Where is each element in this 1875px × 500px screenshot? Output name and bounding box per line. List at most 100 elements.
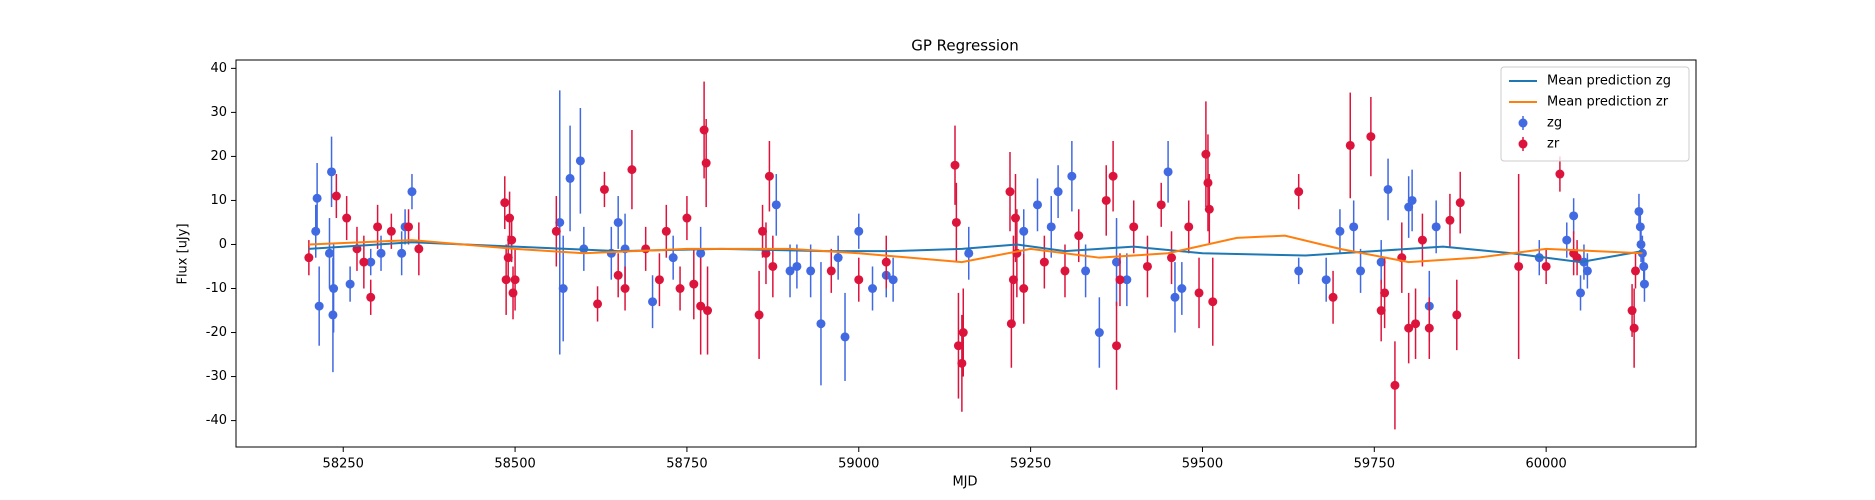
data-point [1321, 275, 1331, 285]
data-point [1404, 202, 1414, 212]
data-point [1431, 222, 1441, 232]
data-point [958, 328, 968, 338]
data-point [1010, 213, 1020, 223]
data-point [701, 158, 711, 168]
y-tick-label: -20 [206, 325, 227, 340]
data-point [833, 253, 843, 263]
y-tick-label: 0 [219, 237, 227, 252]
data-point [1380, 288, 1390, 298]
data-point [1201, 149, 1211, 159]
data-point [1129, 222, 1139, 232]
data-point [682, 213, 692, 223]
data-point [366, 257, 376, 267]
data-point [1203, 178, 1213, 188]
data-point [689, 279, 699, 289]
data-point [964, 248, 974, 258]
data-point [1417, 235, 1427, 245]
data-point [754, 310, 764, 320]
data-point [1074, 231, 1084, 241]
x-tick-label: 60000 [1525, 457, 1566, 472]
data-point [792, 261, 802, 271]
data-point [304, 253, 314, 263]
data-point [311, 226, 321, 236]
data-point [386, 226, 396, 236]
data-point [1006, 319, 1016, 329]
data-point [1411, 319, 1421, 329]
data-point [771, 200, 781, 210]
data-point [397, 248, 407, 258]
plot-frame [235, 59, 1697, 448]
data-point [1424, 323, 1434, 333]
data-point [407, 187, 417, 197]
data-point [675, 284, 685, 294]
data-point [324, 248, 334, 258]
data-point [1019, 226, 1029, 236]
legend-swatch [1518, 118, 1528, 128]
x-tick-label: 58500 [494, 457, 535, 472]
data-point [881, 257, 891, 267]
data-point [1167, 253, 1177, 263]
data-point [648, 297, 658, 307]
data-point [328, 310, 338, 320]
data-point [1108, 171, 1118, 181]
data-point [1094, 328, 1104, 338]
data-point [1514, 261, 1524, 271]
data-point [1390, 380, 1400, 390]
y-tick-label: -30 [206, 369, 227, 384]
data-point [761, 248, 771, 258]
data-point [376, 248, 386, 258]
data-point [1555, 169, 1565, 179]
data-point [768, 261, 778, 271]
data-point [312, 193, 322, 203]
data-point [1184, 222, 1194, 232]
data-point [1294, 266, 1304, 276]
data-point [1639, 261, 1649, 271]
data-point [950, 160, 960, 170]
data-point [1328, 292, 1338, 302]
data-point [868, 284, 878, 294]
data-point [503, 253, 513, 263]
data-point [1572, 253, 1582, 263]
data-point [696, 301, 706, 311]
data-point [593, 299, 603, 309]
legend-label: Mean prediction zr [1547, 95, 1669, 110]
y-tick-label: 20 [210, 149, 227, 164]
data-point [696, 248, 706, 258]
data-point [703, 306, 713, 316]
data-point [654, 275, 664, 285]
legend-swatch [1518, 139, 1528, 149]
data-point [1562, 235, 1572, 245]
data-point [404, 222, 414, 232]
data-point [764, 171, 774, 181]
data-point [1345, 140, 1355, 150]
data-point [1067, 171, 1077, 181]
data-point [1635, 222, 1645, 232]
data-point [1376, 257, 1386, 267]
x-tick-label: 59750 [1354, 457, 1395, 472]
data-point [1349, 222, 1359, 232]
data-point [1627, 306, 1637, 316]
data-point [627, 165, 637, 175]
data-point [785, 266, 795, 276]
data-point [1032, 200, 1042, 210]
data-point [888, 275, 898, 285]
data-point [1101, 195, 1111, 205]
data-point [1046, 222, 1056, 232]
legend-label: zg [1547, 116, 1562, 131]
data-point [505, 213, 515, 223]
data-point [1170, 292, 1180, 302]
data-point [501, 275, 511, 285]
data-point [1366, 132, 1376, 142]
data-point [575, 156, 585, 166]
data-point [953, 341, 963, 351]
data-point [1576, 288, 1586, 298]
data-point [1634, 206, 1644, 216]
data-point [1019, 284, 1029, 294]
data-point [510, 275, 520, 285]
chart-title: GP Regression [911, 37, 1018, 55]
data-point [1569, 211, 1579, 221]
data-point [508, 288, 518, 298]
data-point [1452, 310, 1462, 320]
data-point [1383, 184, 1393, 194]
data-point [1204, 204, 1214, 214]
